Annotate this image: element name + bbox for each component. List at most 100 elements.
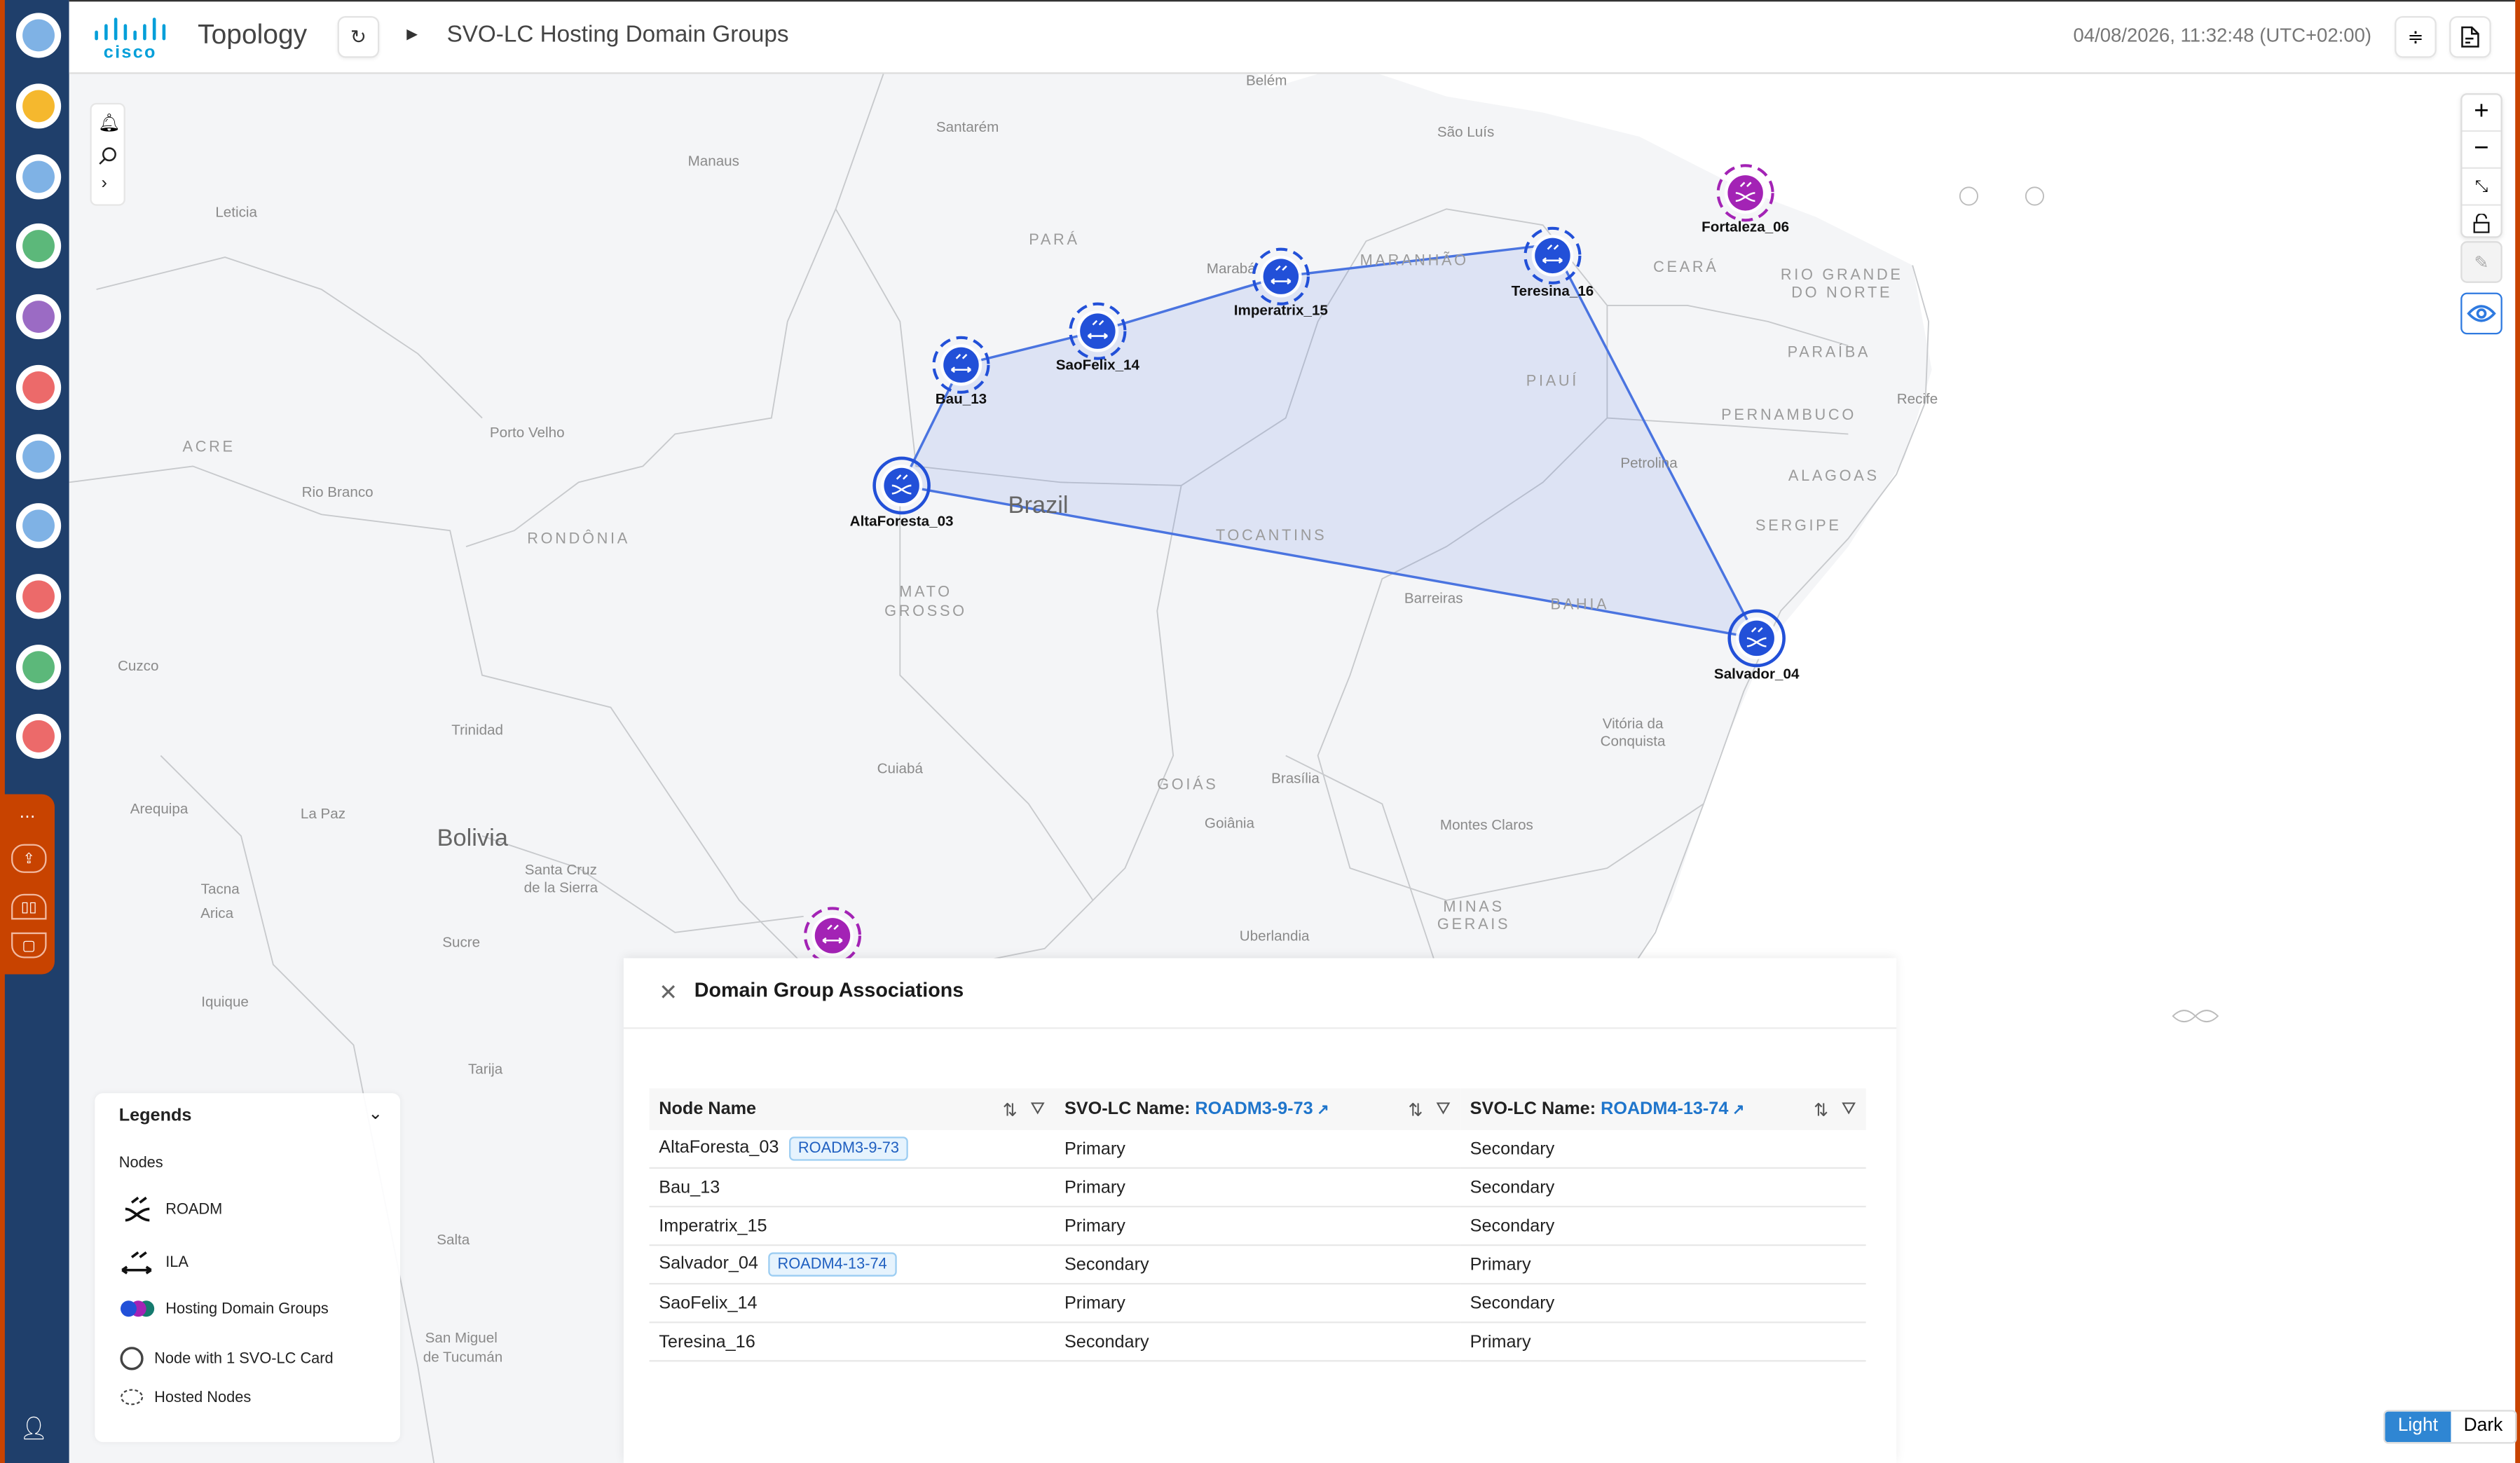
chevron-right-icon[interactable]: › <box>101 173 107 193</box>
theme-dark-button[interactable]: Dark <box>2463 1416 2503 1436</box>
report-button[interactable] <box>2449 15 2491 58</box>
map-place-label: Tacna <box>201 881 240 898</box>
grid-dots-icon[interactable]: ⋯ <box>19 807 36 826</box>
node-label: AltaForesta_03 <box>850 513 954 529</box>
sort-icon[interactable]: ⇅ <box>1814 1100 1829 1120</box>
theme-light-button[interactable]: Light <box>2385 1411 2451 1443</box>
topology-node[interactable]: Bau_13 <box>932 336 990 407</box>
user-icon[interactable]: 👤︎ <box>19 1415 48 1441</box>
topology-node[interactable]: Fortaleza_06 <box>1701 164 1789 235</box>
legend-item-hosting-domain-groups: Hosting Domain Groups <box>119 1299 329 1319</box>
map-place-label: MATO <box>899 582 952 600</box>
sync-disc-icon[interactable] <box>15 503 62 549</box>
table-row[interactable]: Salvador_04 ROADM4-13-74 Secondary Primary <box>649 1245 1866 1285</box>
column-header[interactable]: Node Name ⛛ ⇅ <box>649 1088 1055 1131</box>
topology-node[interactable]: Salvador_04 <box>1714 609 1800 682</box>
map-place-label: GOIÁS <box>1157 776 1218 793</box>
eye-icon[interactable] <box>2460 292 2502 335</box>
column-header[interactable]: SVO-LC Name: ROADM3-9-73 ↗ ⛛ ⇅ <box>1055 1088 1460 1131</box>
bell-icon[interactable]: 🔔︎ <box>97 114 121 134</box>
filter-icon[interactable]: ⛛ <box>1030 1099 1046 1118</box>
svo-lc-chip[interactable]: ROADM4-13-74 <box>767 1252 897 1277</box>
role-cell: Primary <box>1055 1167 1460 1208</box>
search-pulse-icon[interactable] <box>15 713 62 760</box>
node-name-cell: Teresina_16 <box>649 1322 1055 1362</box>
map-place-label: Recife <box>1897 391 1938 407</box>
column-label: SVO-LC Name: <box>1470 1099 1601 1118</box>
map-place-label: Brasília <box>1271 770 1320 786</box>
map-place-label: BAHIA <box>1551 596 1610 613</box>
document-icon <box>2461 26 2479 48</box>
topology-node[interactable]: Teresina_16 <box>1512 226 1594 299</box>
icon-fill <box>22 371 55 404</box>
table-row[interactable]: AltaForesta_03 ROADM3-9-73 Primary Secondar… <box>649 1130 1866 1169</box>
external-link-icon[interactable]: ↗ <box>1313 1100 1329 1117</box>
node-circle <box>1739 620 1774 657</box>
map-place-label: TOCANTINS <box>1216 526 1327 544</box>
map-place-label: Montes Claros <box>1440 817 1533 833</box>
globe-icon[interactable] <box>15 13 62 58</box>
square-icon[interactable]: ▢ <box>11 932 47 959</box>
report-clock-icon[interactable] <box>15 645 62 690</box>
island-shape <box>1959 186 2219 1023</box>
node-label: SaoFelix_14 <box>1056 357 1140 373</box>
filter-icon[interactable]: ⛛ <box>1841 1099 1856 1118</box>
zoom-out-icon[interactable]: − <box>2462 132 2501 169</box>
unlock-icon[interactable] <box>2462 206 2500 241</box>
ila-icon <box>1087 320 1108 340</box>
table-row[interactable]: Bau_13 Primary Secondary <box>649 1167 1866 1208</box>
quick-actions-panel: ⋯ ⇪ ▯▯ ▢ <box>0 794 55 975</box>
map-place-label: ALAGOAS <box>1788 467 1879 484</box>
topology-node[interactable] <box>803 907 862 965</box>
icon-fill <box>22 509 55 542</box>
column-header[interactable]: SVO-LC Name: ROADM4-13-74 ↗ ⛛ ⇅ <box>1460 1088 1866 1131</box>
svo-lc-link[interactable]: ROADM3-9-73 <box>1195 1099 1313 1118</box>
upload-screen-icon[interactable]: ⇪ <box>11 844 47 873</box>
svo-lc-chip[interactable]: ROADM3-9-73 <box>788 1136 909 1161</box>
window-edge <box>2515 0 2520 1463</box>
pencil-icon[interactable]: ✎ <box>2460 241 2502 283</box>
filter-icon[interactable]: ⛛ <box>1435 1099 1451 1118</box>
icon-fill <box>22 90 55 123</box>
node-circle <box>814 918 851 954</box>
map-place-label: GROSSO <box>884 602 967 619</box>
map-place-label: Iquique <box>201 994 249 1010</box>
sort-icon[interactable]: ⇅ <box>1408 1100 1423 1120</box>
node-circle <box>1263 259 1299 294</box>
topology-node[interactable]: SaoFelix_14 <box>1056 302 1140 373</box>
circuit-add-icon[interactable] <box>15 294 62 340</box>
group-colors-icon <box>121 1300 155 1317</box>
coins-add-icon[interactable] <box>15 83 62 129</box>
map-place-label: PERNAMBUCO <box>1721 406 1856 423</box>
node-name-cell: Salvador_04 ROADM4-13-74 <box>649 1245 1055 1285</box>
fit-icon[interactable]: ⤡ <box>2462 169 2501 206</box>
table-row[interactable]: Teresina_16 Secondary Primary <box>649 1322 1866 1362</box>
pie-chart-icon[interactable] <box>15 434 62 479</box>
topology-node[interactable]: Imperatrix_15 <box>1234 247 1328 319</box>
sort-icon[interactable]: ⇅ <box>1002 1100 1018 1120</box>
svo-lc-link[interactable]: ROADM4-13-74 <box>1601 1099 1729 1118</box>
alarm-bell-icon[interactable] <box>15 364 62 411</box>
pause-icon[interactable]: ▯▯ <box>11 893 47 920</box>
external-link-icon[interactable]: ↗ <box>1728 1100 1745 1117</box>
table-row[interactable]: SaoFelix_14 Primary Secondary <box>649 1284 1866 1324</box>
node-name: Bau_13 <box>659 1177 720 1197</box>
topology-node[interactable]: AltaForesta_03 <box>850 456 954 529</box>
map-place-label: Bolivia <box>437 825 509 851</box>
role-cell: Secondary <box>1460 1207 1866 1246</box>
refresh-button[interactable]: ↻ <box>337 15 380 58</box>
topology-map[interactable]: Belém Santarém Manaus São Luís Leticia PARÁ MA… <box>69 0 2520 1463</box>
zoom-in-icon[interactable]: + <box>2462 95 2501 132</box>
close-icon[interactable]: ✕ <box>659 979 678 1005</box>
map-place-label: Marabá <box>1207 261 1256 277</box>
table-row[interactable]: Imperatrix_15 Primary Secondary <box>649 1207 1866 1246</box>
login-icon[interactable] <box>15 154 62 200</box>
performance-chart-icon[interactable] <box>15 574 62 619</box>
role-cell: Secondary <box>1460 1284 1866 1324</box>
legend-collapse-chevron-icon[interactable]: ⌄ <box>368 1104 383 1124</box>
settings-button[interactable]: ≑ <box>2395 15 2437 58</box>
roadm-icon <box>125 1196 150 1222</box>
document-list-icon[interactable] <box>15 223 62 269</box>
search-icon[interactable] <box>98 146 118 166</box>
svo-lc-ring <box>872 456 931 515</box>
